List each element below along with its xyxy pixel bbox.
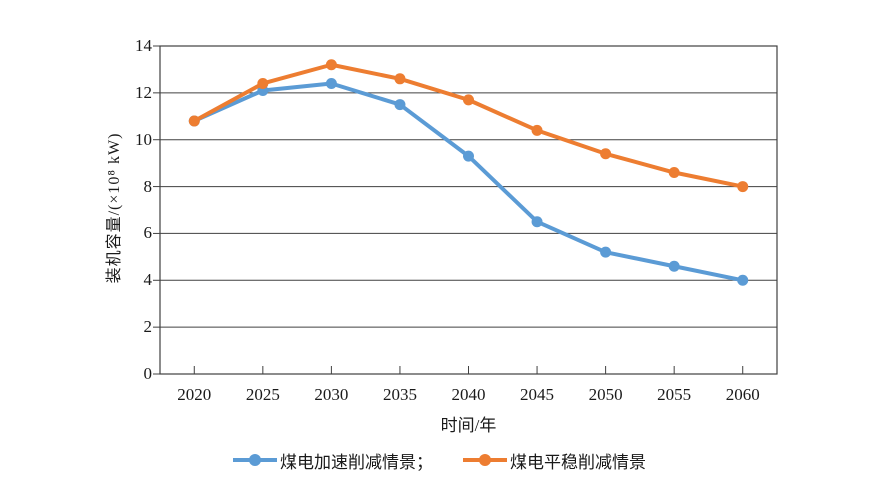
- y-tick-label: 10: [135, 129, 152, 149]
- legend-item-accelerated-reduction: 煤电加速削减情景；: [233, 448, 433, 473]
- x-tick-label: 2035: [382, 385, 417, 404]
- y-tick-label: 2: [143, 317, 153, 337]
- data-point: [463, 94, 474, 106]
- x-axis-title: 时间/年: [440, 416, 497, 435]
- data-point: [600, 148, 612, 160]
- data-point: [188, 115, 200, 127]
- x-tick-label: 2040: [451, 385, 486, 404]
- x-tick-label: 2045: [520, 385, 555, 404]
- y-axis-title: 装机容量/(×10⁸ kW): [106, 132, 123, 284]
- y-tick-label: 4: [143, 270, 153, 290]
- y-tick-label: 12: [135, 82, 152, 102]
- legend-marker-orange-line-dot-icon: [463, 454, 507, 466]
- x-tick-label: 2020: [177, 385, 212, 404]
- data-point: [257, 77, 269, 89]
- x-tick-label: 2055: [657, 385, 692, 404]
- legend-item-steady-reduction: 煤电平稳削减情景: [463, 448, 646, 473]
- legend-label-accelerated: 煤电加速削减情景；: [280, 452, 433, 472]
- data-point: [394, 73, 406, 85]
- data-point: [394, 99, 406, 111]
- x-tick-label: 2050: [588, 385, 623, 404]
- data-point: [668, 167, 680, 179]
- y-tick-label: 6: [143, 223, 153, 243]
- data-point: [531, 216, 543, 228]
- data-point: [325, 59, 337, 71]
- x-tick-label: 2030: [314, 385, 349, 404]
- data-point: [325, 77, 337, 89]
- data-point: [668, 260, 680, 272]
- series-line-0: [192, 81, 745, 283]
- data-point: [531, 124, 543, 136]
- data-point: [737, 181, 749, 193]
- x-tick-label: 2025: [245, 385, 280, 404]
- legend-marker-blue-line-dot-icon: [233, 454, 277, 466]
- legend: 煤电加速削减情景； 煤电平稳削减情景: [0, 447, 879, 473]
- data-point: [600, 246, 612, 258]
- legend-label-steady: 煤电平稳削减情景: [510, 452, 646, 472]
- y-tick-label: 14: [135, 36, 152, 55]
- data-point: [463, 150, 474, 162]
- data-point: [737, 274, 749, 286]
- series-line-1: [192, 62, 745, 189]
- y-tick-label: 0: [143, 364, 153, 383]
- x-tick-label: 2060: [725, 385, 760, 404]
- y-tick-label: 8: [143, 176, 153, 196]
